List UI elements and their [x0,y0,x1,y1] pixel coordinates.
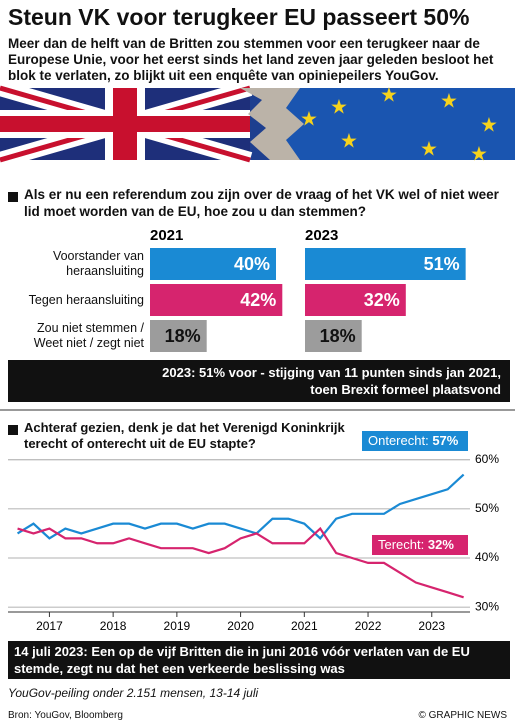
legend-label: Terecht: 32% [378,537,454,552]
year-label: 2023 [305,227,338,244]
line [17,526,464,599]
bar [150,248,276,280]
svg-text:★: ★ [420,138,438,160]
x-tick-label: 2018 [100,619,127,633]
series-name: Terecht [378,537,421,552]
svg-text:★: ★ [340,130,358,152]
series-label-box [372,535,468,555]
y-tick-label: 50% [475,501,499,515]
x-tick-label: 2023 [418,619,445,633]
question: Als er nu een referendum zou zijn over d… [24,187,499,219]
value-label: 32% [364,290,400,310]
year-label: 2021 [150,227,183,244]
category-label: Zou niet stemmen / Weet niet / zegt niet [33,321,144,350]
bar [305,248,466,280]
bullet [8,192,18,202]
question: Achteraf gezien, denk je dat het Verenig… [24,420,345,451]
source: Bron: YouGov, Bloomberg [8,710,123,721]
x-tick-label: 2022 [355,619,382,633]
line [16,473,465,540]
svg-text:★: ★ [330,96,348,118]
svg-text:★: ★ [470,143,488,165]
separator: : [421,537,428,552]
end-value-label: 32% [428,537,454,552]
annotation-box [8,360,510,402]
y-tick-label: 40% [475,550,499,564]
category-label: Tegen heraansluiting [28,292,144,307]
annotation: 2023: 51% voor - stijging van 11 punten … [162,365,501,397]
separator: : [425,433,432,448]
value-label: 51% [424,254,460,274]
annotation: 14 juli 2023: Een op de vijf Britten die… [14,644,470,676]
svg-text:★: ★ [480,114,498,136]
svg-text:★: ★ [380,84,398,106]
title: Steun VK voor terugkeer EU passeert 50% [8,4,470,30]
x-tick-label: 2017 [36,619,63,633]
bar [150,284,283,316]
bar [305,284,406,316]
value-label: 40% [234,254,270,274]
series-name: Onterecht [368,433,425,448]
y-tick-label: 60% [475,452,499,466]
bar [150,320,207,352]
series-label-box [362,431,468,451]
credit: © GRAPHIC NEWS [418,710,508,721]
category-label: Voorstander van heraansluiting [52,249,144,278]
subtitle: Meer dan de helft van de Britten zou ste… [8,36,494,83]
legend-label: Onterecht: 57% [368,433,459,448]
flag-banner: ★ ★ ★ ★ ★ ★ ★ ★ [0,80,515,168]
end-value-label: 57% [432,433,458,448]
svg-text:★: ★ [440,90,458,112]
footnote: YouGov-peiling onder 2.151 mensen, 13-14… [8,686,259,700]
value-label: 42% [240,290,276,310]
bar [305,320,362,352]
x-tick-label: 2020 [227,619,254,633]
y-tick-label: 30% [475,599,499,613]
x-tick-label: 2021 [291,619,318,633]
svg-text:★: ★ [300,108,318,130]
annotation-box [8,641,510,679]
value-label: 18% [165,326,201,346]
x-tick-label: 2019 [164,619,191,633]
bullet [8,425,18,435]
value-label: 18% [320,326,356,346]
